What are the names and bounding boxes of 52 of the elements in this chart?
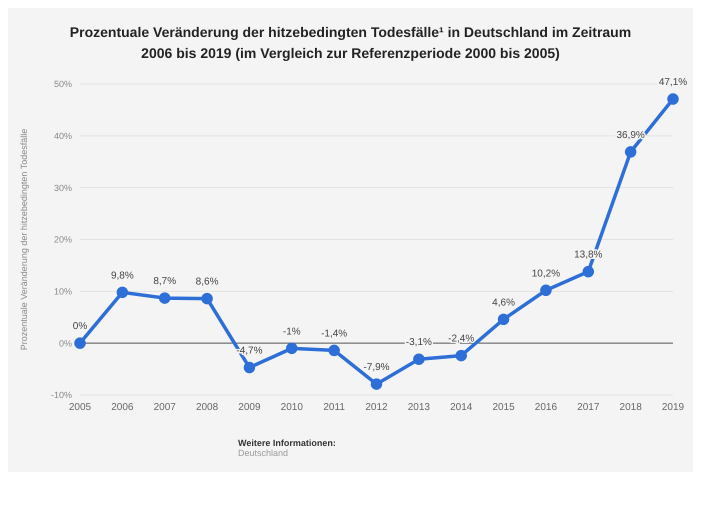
data-label: -2,4%	[448, 334, 474, 345]
data-label: 9,8%	[110, 270, 134, 282]
y-tick-label: 40%	[54, 131, 72, 142]
point	[370, 378, 382, 390]
x-tick-label: 2009	[238, 402, 261, 414]
x-tick-label: 2006	[111, 402, 134, 414]
y-tick-label: 0%	[58, 338, 72, 348]
point	[540, 284, 552, 296]
x-tick-label: 2016	[534, 402, 558, 414]
point	[244, 362, 256, 374]
x-tick-label: 2018	[620, 402, 642, 414]
x-tick-label: 2013	[408, 402, 430, 414]
data-label: 8,7%	[153, 276, 176, 288]
data-label: -1,4%	[321, 328, 348, 340]
point	[413, 353, 425, 365]
point	[158, 292, 170, 304]
data-label: 47,1%	[658, 77, 688, 88]
x-tick-label: 2011	[323, 402, 346, 414]
x-tick-label: 2007	[154, 402, 176, 414]
y-tick-label: -10%	[50, 390, 72, 400]
x-tick-label: 2012	[365, 402, 388, 414]
y-tick-label: 10%	[54, 286, 72, 297]
y-tick-label: 30%	[54, 182, 72, 193]
point	[74, 337, 86, 349]
x-tick-label: 2010	[280, 402, 304, 414]
x-tick-label: 2019	[662, 402, 685, 414]
x-tick-label: 2014	[450, 402, 473, 414]
point	[286, 342, 298, 354]
data-label: 4,6%	[492, 297, 516, 308]
point	[328, 344, 340, 356]
data-label: -7,9%	[363, 362, 390, 374]
data-label: -1%	[282, 326, 301, 338]
point	[624, 146, 636, 158]
point	[455, 350, 467, 362]
point	[498, 314, 510, 326]
data-label: 8,6%	[196, 276, 219, 288]
data-label: 10,2%	[532, 268, 560, 280]
point	[116, 286, 128, 298]
y-tick-label: 50%	[54, 79, 72, 90]
point	[201, 292, 213, 304]
data-label: 0%	[72, 321, 88, 332]
text: Deutschland	[238, 448, 290, 458]
y-tick-label: 20%	[54, 234, 72, 245]
x-tick-label: 2017	[577, 402, 600, 414]
point	[667, 93, 679, 105]
x-tick-label: 2008	[196, 402, 219, 414]
text: Weitere Informationen:	[238, 438, 337, 448]
x-tick-label: 2005	[68, 402, 92, 414]
y-axis-title: Prozentuale Veränderung der hitzebedingten Todesfälle	[19, 128, 30, 350]
chart-title: Prozentuale Veränderung der hitzebedingten Todesfälle¹ in Deutschland im Zeitraum 2006 bis 2019 (im Vergleich zur Referenzperiode 2000 bis 2005)	[68, 23, 632, 63]
x-tick-label: 2015	[492, 402, 516, 414]
point	[582, 266, 594, 278]
